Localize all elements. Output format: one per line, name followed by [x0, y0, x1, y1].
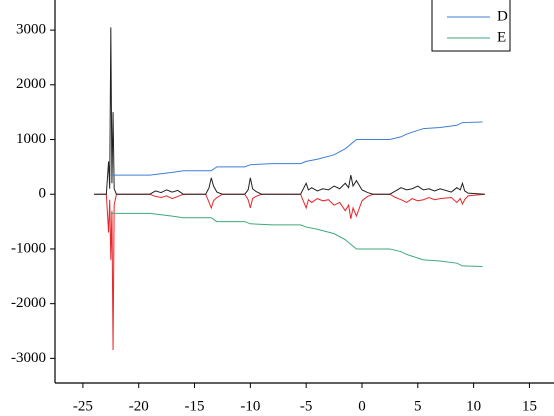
x-tick-label: 5: [414, 398, 422, 414]
x-tick-label: 15: [522, 398, 537, 414]
x-tick-label: 0: [358, 398, 366, 414]
legend-label: D: [497, 8, 508, 24]
y-tick-label: 3000: [16, 22, 46, 38]
series-line: [110, 121, 483, 176]
x-tick-label: -25: [73, 398, 93, 414]
y-tick-label: -1000: [11, 240, 46, 256]
x-tick-label: -10: [240, 398, 260, 414]
legend-label: E: [497, 29, 506, 45]
x-tick-label: 10: [466, 398, 481, 414]
series-line: [94, 193, 485, 351]
y-tick-label: 1000: [16, 131, 46, 147]
x-tick-label: -5: [300, 398, 313, 414]
x-tick-label: -20: [129, 398, 149, 414]
y-tick-label: -2000: [11, 295, 46, 311]
y-tick-label: -3000: [11, 350, 46, 366]
legend-label: C: [497, 0, 507, 3]
x-tick-label: -15: [185, 398, 205, 414]
y-tick-label: 0: [39, 186, 47, 202]
legend-box: [431, 0, 511, 52]
series-line: [110, 212, 483, 267]
series-line: [94, 27, 485, 195]
y-tick-label: 2000: [16, 76, 46, 92]
